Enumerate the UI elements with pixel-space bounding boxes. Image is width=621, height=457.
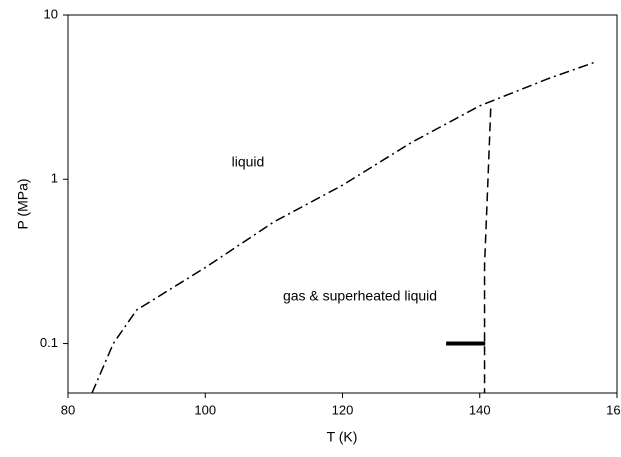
y-tick-label: 0.1	[40, 335, 58, 350]
x-tick-label: 120	[332, 402, 354, 417]
annotation: gas & superheated liquid	[283, 288, 437, 304]
x-tick-label: 80	[61, 402, 75, 417]
x-tick-label: 160	[606, 402, 621, 417]
y-tick-label: 1	[51, 171, 58, 186]
plot-frame	[67, 14, 618, 394]
data-line	[91, 60, 597, 394]
y-tick-label: 10	[44, 6, 58, 21]
x-tick-label: 100	[194, 402, 216, 417]
annotation: liquid	[232, 154, 265, 170]
x-axis-label: T (K)	[327, 429, 358, 445]
x-tick-label: 140	[469, 402, 491, 417]
y-axis-label: P (MPa)	[15, 178, 31, 229]
data-line	[483, 108, 492, 393]
